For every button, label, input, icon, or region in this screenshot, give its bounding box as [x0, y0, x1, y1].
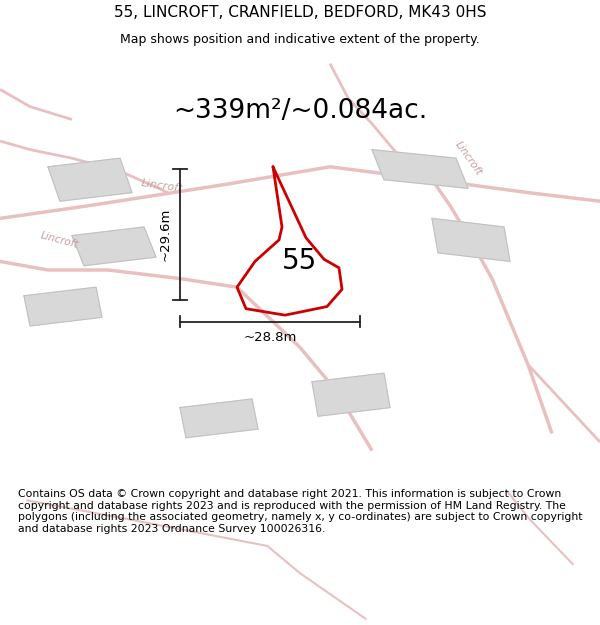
- Text: 55, LINCROFT, CRANFIELD, BEDFORD, MK43 0HS: 55, LINCROFT, CRANFIELD, BEDFORD, MK43 0…: [114, 4, 486, 19]
- Text: Lincroft: Lincroft: [452, 139, 484, 177]
- Text: ~29.6m: ~29.6m: [158, 208, 172, 261]
- Text: Lincroft: Lincroft: [140, 178, 184, 194]
- Polygon shape: [48, 158, 132, 201]
- Polygon shape: [180, 399, 258, 437]
- Polygon shape: [432, 218, 510, 261]
- Polygon shape: [372, 149, 468, 188]
- Text: ~339m²/~0.084ac.: ~339m²/~0.084ac.: [173, 98, 427, 124]
- Text: ~28.8m: ~28.8m: [244, 331, 296, 344]
- Text: 55: 55: [283, 248, 317, 276]
- Polygon shape: [24, 288, 102, 326]
- Text: Map shows position and indicative extent of the property.: Map shows position and indicative extent…: [120, 33, 480, 46]
- Polygon shape: [72, 227, 156, 266]
- Polygon shape: [312, 373, 390, 416]
- Text: Lincroft: Lincroft: [40, 230, 80, 250]
- Text: Contains OS data © Crown copyright and database right 2021. This information is : Contains OS data © Crown copyright and d…: [18, 489, 583, 534]
